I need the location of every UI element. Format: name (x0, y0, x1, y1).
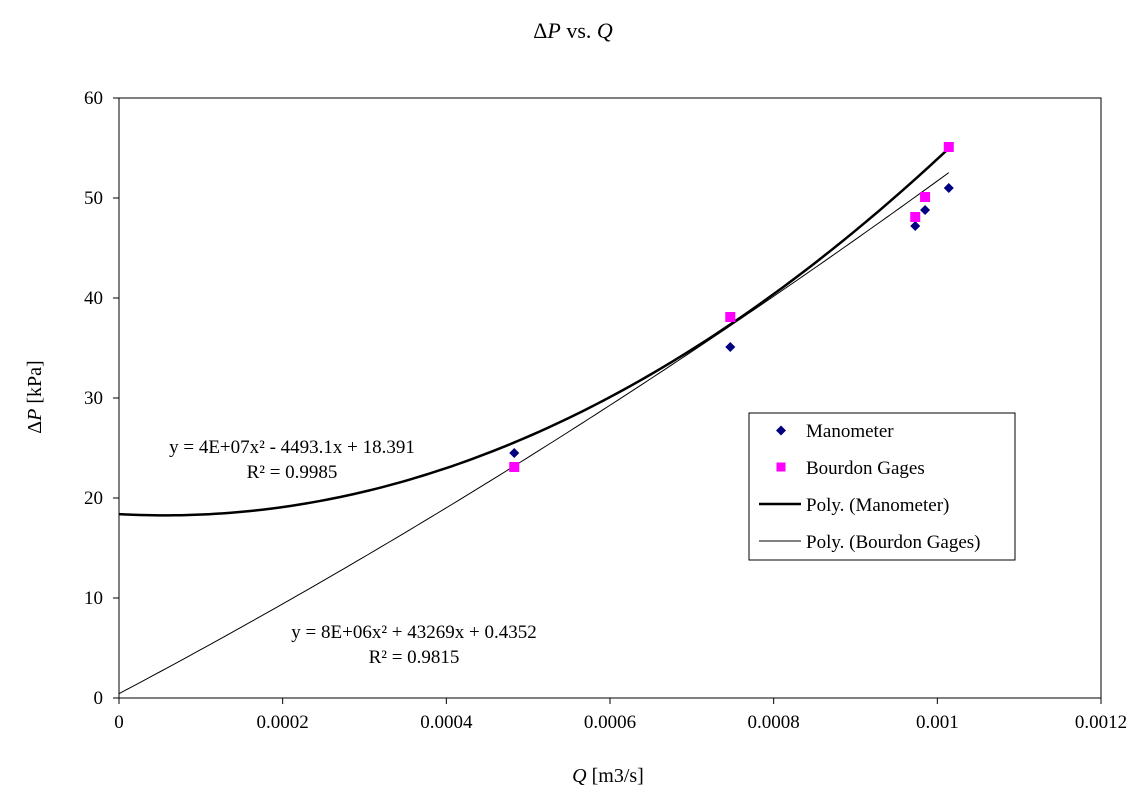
bourdon-equation: y = 8E+06x² + 43269x + 0.4352 (291, 622, 536, 643)
manometer-r-squared: R² = 0.9985 (247, 462, 338, 483)
manometer-point (943, 183, 954, 193)
y-tick-label: 10 (84, 588, 103, 609)
bourdon-point (920, 192, 931, 202)
y-tick-label: 50 (84, 188, 103, 209)
x-axis-ticks: 0 0.0002 0.0004 0.0006 0.0008 0.001 0.0012 (114, 698, 1127, 733)
legend-poly-manometer-label: Poly. (Manometer) (806, 495, 949, 516)
x-tick-label: 0.0002 (257, 712, 309, 733)
x-axis-label-unit: [m3/s] (587, 765, 644, 787)
data-points (509, 142, 954, 472)
manometer-trendline (118, 147, 950, 517)
legend-manometer-marker (776, 425, 786, 436)
legend-box (748, 412, 1016, 561)
x-axis-label-var: Q (572, 765, 587, 787)
x-tick-label: 0.001 (916, 712, 959, 733)
manometer-point (509, 448, 520, 458)
bourdon-trendline (118, 172, 950, 695)
legend-poly-bourdon-label: Poly. (Bourdon Gages) (806, 532, 981, 553)
x-tick-label: 0.0004 (420, 712, 473, 733)
manometer-equation: y = 4E+07x² - 4493.1x + 18.391 (169, 437, 415, 458)
y-tick-label: 20 (84, 488, 103, 509)
y-tick-label: 30 (84, 388, 103, 409)
x-axis-label: Q [m3/s] (572, 765, 644, 787)
chart-title-var2: Q (597, 18, 613, 43)
y-axis-label-unit: [kPa] (24, 360, 46, 408)
y-tick-label: 60 (84, 88, 103, 109)
y-axis-ticks: 0 10 20 30 40 50 60 (84, 88, 119, 709)
y-axis-label-delta: Δ (24, 421, 46, 434)
y-tick-label: 0 (94, 688, 104, 709)
bourdon-point (509, 462, 520, 472)
x-tick-label: 0.0012 (1075, 712, 1127, 733)
chart-title-var1: P (546, 18, 560, 43)
legend-manometer-label: Manometer (806, 421, 894, 442)
x-tick-label: 0.0008 (748, 712, 800, 733)
legend-bourdon-label: Bourdon Gages (806, 458, 925, 479)
trendlines (118, 147, 950, 695)
legend-bourdon-marker (776, 462, 786, 472)
manometer-point (725, 342, 736, 352)
y-tick-label: 40 (84, 288, 103, 309)
bourdon-point (943, 142, 954, 152)
bourdon-point (910, 212, 921, 222)
y-axis-label: ΔP [kPa] (24, 360, 46, 433)
chart-title-mid: vs. (561, 18, 597, 43)
x-tick-label: 0.0006 (584, 712, 636, 733)
bourdon-r-squared: R² = 0.9815 (369, 647, 460, 668)
chart-title-delta: Δ (533, 18, 547, 43)
legend: Manometer Bourdon Gages Poly. (Manometer… (748, 412, 1016, 561)
manometer-point (910, 221, 921, 231)
bourdon-point (725, 312, 736, 322)
chart-title: ΔP vs. Q (533, 18, 613, 43)
x-tick-label: 0 (114, 712, 124, 733)
manometer-point (920, 205, 931, 215)
y-axis-label-var: P (24, 409, 46, 422)
